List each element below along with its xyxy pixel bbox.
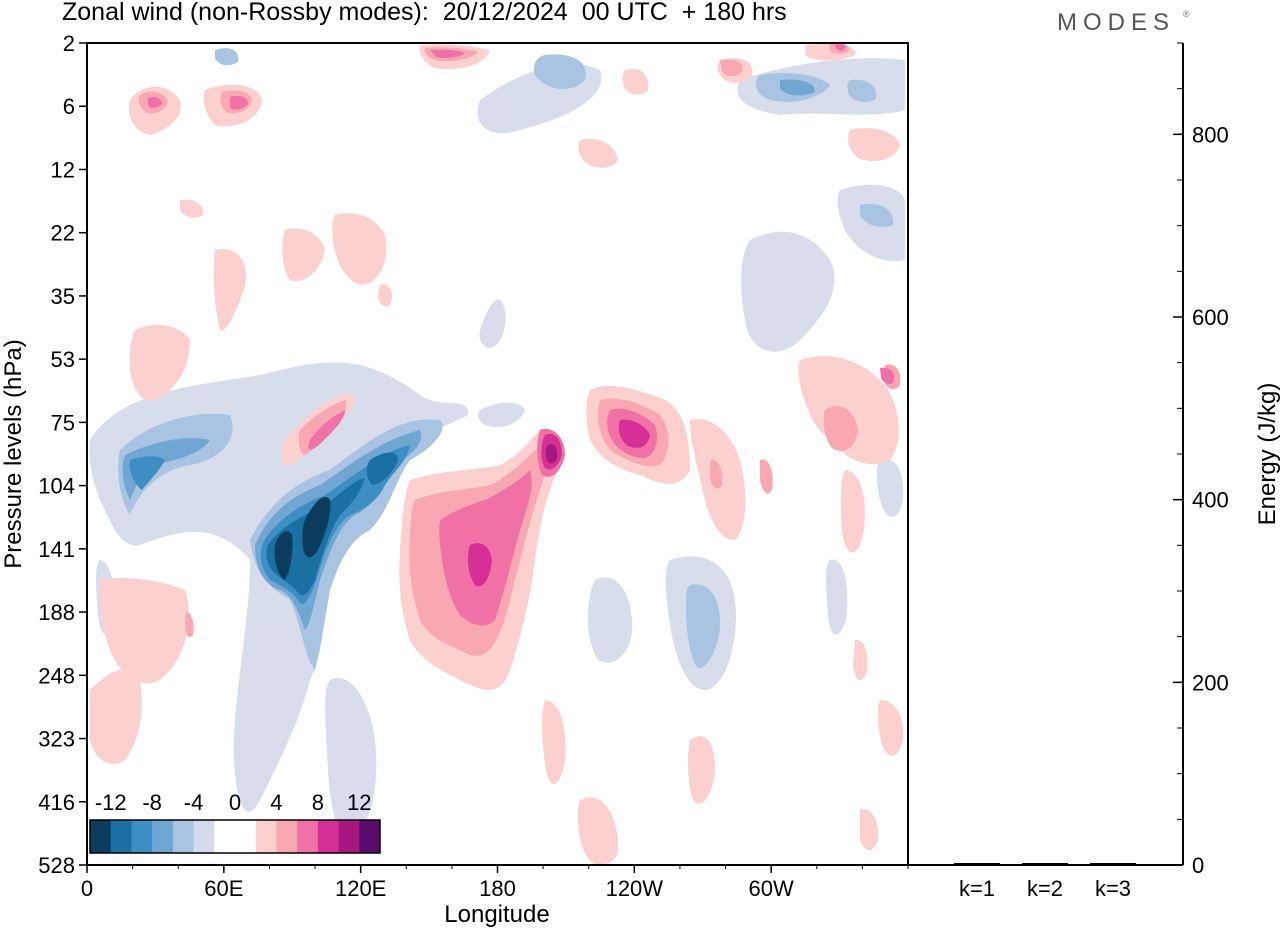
y-tick-label: 104 [38, 474, 75, 499]
energy-tick-label: 200 [1192, 670, 1229, 695]
energy-bar [1022, 863, 1068, 865]
x-tick-label: 60W [749, 876, 794, 901]
y-tick-label: 141 [38, 537, 75, 562]
colorbar-label: -12 [95, 790, 127, 815]
colorbar-swatch [214, 820, 236, 853]
y-tick-label: 188 [38, 600, 75, 625]
y-tick-label: 248 [38, 663, 75, 688]
colorbar-swatch [297, 820, 319, 853]
y-tick-label: 2 [63, 31, 75, 56]
colorbar-swatch [90, 820, 112, 853]
energy-bar [1090, 863, 1136, 865]
y-axis-title: Pressure levels (hPa) [0, 339, 27, 568]
colorbar: -12 -8 -4 0 4 8 12 [89, 790, 381, 854]
energy-bars: k=1 k=2 k=3 [954, 863, 1136, 901]
brand-registered-mark: ® [1183, 9, 1190, 19]
colorbar-swatch [110, 820, 132, 853]
x-tick-label: 120E [335, 876, 386, 901]
y-tick-label: 53 [51, 347, 75, 372]
colorbar-swatch [152, 820, 174, 853]
y-tick-label: 22 [51, 221, 75, 246]
y-tick-label: 12 [51, 157, 75, 182]
energy-tick-label: 600 [1192, 305, 1229, 330]
colorbar-swatch [131, 820, 153, 853]
colorbar-swatch [172, 820, 195, 853]
y-tick-label: 528 [38, 853, 75, 878]
colorbar-swatch [235, 820, 257, 853]
energy-axis-title: Energy (J/kg) [1254, 383, 1280, 526]
colorbar-label: -8 [142, 790, 162, 815]
y-tick-label: 75 [51, 410, 75, 435]
energy-tick-label: 800 [1192, 122, 1229, 147]
brand-logo: MODES [1057, 9, 1176, 36]
colorbar-swatch [255, 820, 277, 853]
y-tick-label: 6 [63, 94, 75, 119]
energy-bar-label: k=2 [1027, 876, 1063, 901]
energy-bar [954, 863, 1000, 865]
energy-tick-label: 0 [1192, 853, 1204, 878]
y-tick-label: 416 [38, 790, 75, 815]
energy-bar-label: k=1 [959, 876, 995, 901]
chart-title: Zonal wind (non-Rossby modes): 20/12/202… [62, 0, 787, 26]
colorbar-swatch [317, 820, 340, 853]
y-tick-label: 35 [51, 284, 75, 309]
x-tick-label: 60E [204, 876, 243, 901]
colorbar-label: 0 [229, 790, 241, 815]
colorbar-label: -4 [184, 790, 204, 815]
colorbar-label: 12 [347, 790, 371, 815]
colorbar-label: 8 [312, 790, 324, 815]
colorbar-swatch [338, 820, 360, 853]
wind-contour-field [89, 43, 905, 865]
x-tick-label: 120W [606, 876, 664, 901]
energy-tick-label: 400 [1192, 488, 1229, 513]
x-axis: 0 60E 120E 180 120W 60W [81, 865, 909, 901]
y-axis: 2 6 12 22 35 53 75 104 141 188 248 323 416 528 [38, 31, 87, 878]
energy-axis: 0 200 400 600 800 [1173, 42, 1229, 878]
energy-bar-label: k=3 [1095, 876, 1131, 901]
x-tick-label: 180 [479, 876, 516, 901]
colorbar-label: 4 [270, 790, 282, 815]
y-tick-label: 323 [38, 727, 75, 752]
colorbar-swatch [359, 820, 381, 853]
colorbar-swatch [193, 820, 215, 853]
x-axis-title: Longitude [444, 901, 549, 928]
x-tick-label: 0 [81, 876, 93, 901]
colorbar-swatch [276, 820, 298, 853]
